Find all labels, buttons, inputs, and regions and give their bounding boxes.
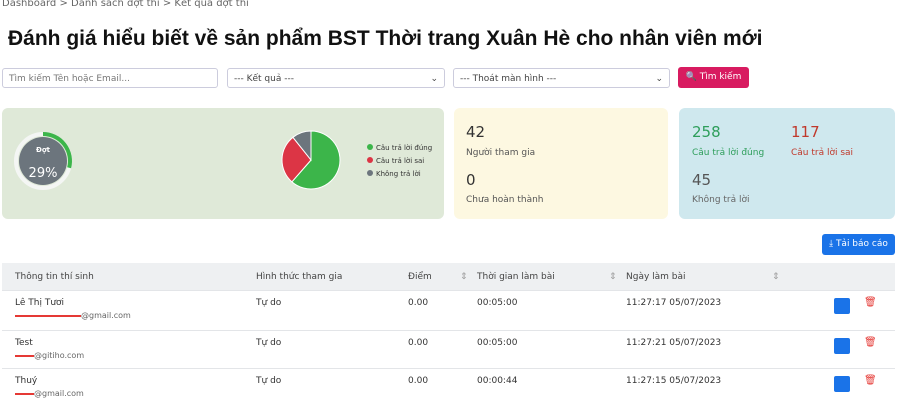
- breadcrumb: Dashboard > Danh sách đợt thi > Kết quả …: [2, 0, 249, 9]
- sort-icon[interactable]: ⇕: [609, 272, 617, 282]
- search-input[interactable]: Tìm kiếm Tên hoặc Email...: [2, 68, 218, 88]
- stat-label: Câu trả lời đúng: [692, 148, 765, 158]
- cell: 0.00: [408, 338, 429, 348]
- crumb[interactable]: Dashboard: [2, 0, 57, 9]
- redaction: [15, 315, 81, 317]
- gauge-arc: [42, 132, 72, 169]
- cell: 0.00: [408, 298, 429, 308]
- column-header: Thông tin thí sinh: [15, 272, 94, 282]
- column-header[interactable]: Thời gian làm bài: [477, 272, 555, 282]
- legend-item: Câu trả lời đúng: [367, 142, 432, 155]
- legend-text: Không trả lời: [376, 170, 421, 178]
- pie-slice: [292, 130, 312, 162]
- button-text: Tải báo cáo: [835, 239, 888, 249]
- legend-text: Câu trả lời đúng: [376, 144, 433, 152]
- delete-button[interactable]: 🗑: [864, 375, 877, 386]
- select-text: --- Kết quả ---: [234, 74, 294, 84]
- legend-swatch: [367, 170, 373, 176]
- stat-label: Câu trả lời sai: [791, 148, 854, 158]
- gauge-label: Đợt: [36, 146, 51, 154]
- stat-label: Chưa hoàn thành: [466, 195, 544, 205]
- delete-button[interactable]: 🗑: [864, 337, 877, 348]
- table-row: [2, 290, 895, 329]
- column-header: Hình thức tham gia: [256, 272, 343, 282]
- cell: 11:27:21 05/07/2023: [626, 338, 722, 348]
- delete-button[interactable]: 🗑: [864, 297, 877, 308]
- download-button[interactable]: ⤓ Tải báo cáo: [822, 234, 895, 255]
- table-row: [2, 330, 895, 369]
- candidate-name: Lê Thị Tươi: [15, 298, 65, 308]
- candidate-email: @gmail.com: [81, 311, 131, 320]
- cell: 00:05:00: [477, 298, 518, 308]
- legend-swatch: [367, 144, 373, 150]
- exit-select[interactable]: --- Thoát màn hình --- ⌄: [453, 68, 670, 88]
- redaction: [15, 355, 34, 357]
- answers-card: 258 Câu trả lời đúng 117 Câu trả lời sai…: [679, 108, 895, 219]
- stat-label: Người tham gia: [466, 148, 536, 158]
- view-button[interactable]: [834, 298, 850, 314]
- table-header: [2, 263, 895, 290]
- sort-icon[interactable]: ⇕: [460, 272, 468, 282]
- cell: 00:00:44: [477, 376, 518, 386]
- button-text: Tìm kiếm: [699, 72, 742, 82]
- search-button[interactable]: 🔍 Tìm kiếm: [678, 67, 749, 88]
- legend-item: Không trả lời: [367, 168, 432, 181]
- candidate-email: @gmail.com: [34, 389, 84, 398]
- charts: Đợt 29%: [14, 130, 341, 190]
- view-button[interactable]: [834, 338, 850, 354]
- participants-card: 42 Người tham gia 0 Chưa hoàn thành: [454, 108, 668, 219]
- pie-slice: [281, 136, 312, 183]
- candidate-email: @gitiho.com: [34, 351, 85, 360]
- cell: Tự do: [256, 298, 282, 308]
- cell: 00:05:00: [477, 338, 518, 348]
- page-title: Đánh giá hiểu biết về sản phẩm BST Thời …: [8, 27, 763, 50]
- legend-text: Câu trả lời sai: [376, 157, 425, 165]
- stat-value: 258: [692, 123, 721, 141]
- candidate-name: Test: [15, 338, 33, 348]
- cell: 11:27:17 05/07/2023: [626, 298, 722, 308]
- gauge-value: 29%: [29, 166, 58, 181]
- cell: Tự do: [256, 376, 282, 386]
- select-text: --- Thoát màn hình ---: [460, 74, 557, 84]
- redaction: [15, 393, 34, 395]
- stat-value: 0: [466, 171, 476, 189]
- crumb: Kết quả đợt thi: [174, 0, 249, 9]
- stat-value: 45: [692, 171, 712, 189]
- view-button[interactable]: [834, 376, 850, 392]
- stat-label: Không trả lời: [692, 195, 750, 205]
- table-row: [2, 368, 895, 407]
- stat-value: 42: [466, 123, 486, 141]
- sort-icon[interactable]: ⇕: [772, 272, 780, 282]
- crumb[interactable]: Danh sách đợt thi: [71, 0, 160, 9]
- cell: Tự do: [256, 338, 282, 348]
- legend: Câu trả lời đúng Câu trả lời sai Không trả…: [367, 142, 432, 181]
- result-select[interactable]: --- Kết quả --- ⌄: [227, 68, 445, 88]
- cell: 11:27:15 05/07/2023: [626, 376, 722, 386]
- stat-value: 117: [791, 123, 820, 141]
- cell: 0.00: [408, 376, 429, 386]
- legend-swatch: [367, 157, 373, 163]
- legend-item: Câu trả lời sai: [367, 155, 432, 168]
- candidate-name: Thuý: [15, 376, 38, 386]
- column-header[interactable]: Ngày làm bài: [626, 272, 686, 282]
- gauge-center: [19, 137, 67, 185]
- chart-card: Đợt 29% Câu trả lời đúng Câu trả lời sai Kh…: [2, 108, 444, 219]
- column-header[interactable]: Điểm: [408, 272, 432, 282]
- pie-slice: [291, 130, 341, 190]
